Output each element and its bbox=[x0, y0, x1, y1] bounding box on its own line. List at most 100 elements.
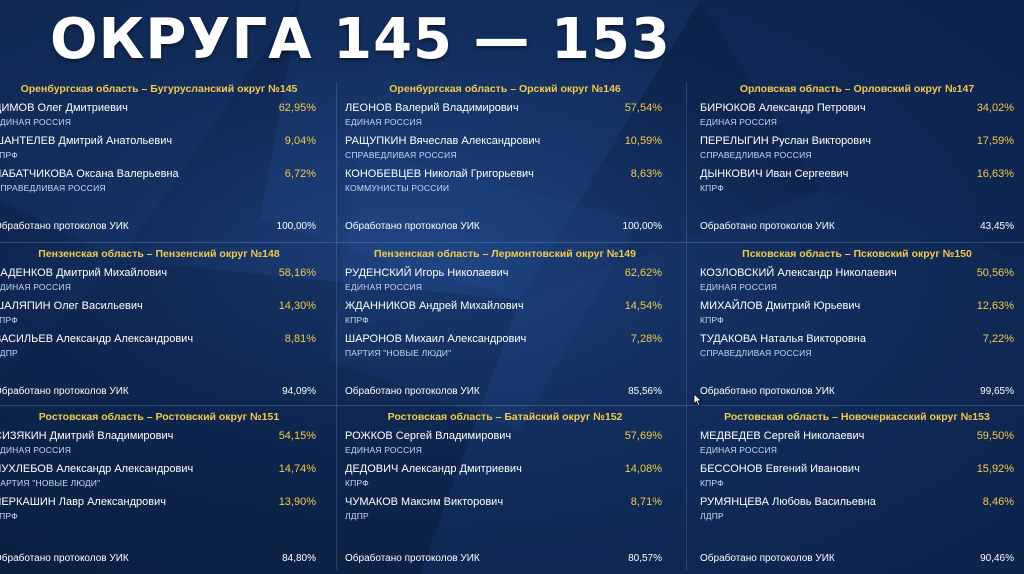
candidate-percent: 16,63% bbox=[976, 168, 1014, 180]
district-title: Оренбургская область – Орский округ №146 bbox=[389, 83, 621, 95]
candidate-name: РУМЯНЦЕВА Любовь Васильевна bbox=[700, 496, 876, 508]
candidate-name: РОЖКОВ Сергей Владимирович bbox=[345, 430, 512, 442]
candidate-row: РАЩУПКИН Вячеслав Александрович 10,59% bbox=[340, 133, 670, 149]
candidate-name: ВАСИЛЬЕВ Александр Александрович bbox=[0, 333, 194, 345]
candidate-name: КОЗЛОВСКИЙ Александр Николаевич bbox=[700, 267, 897, 279]
candidate-percent: 13,90% bbox=[278, 496, 316, 508]
candidate-percent: 8,81% bbox=[284, 333, 316, 345]
candidate-percent: 8,63% bbox=[630, 168, 662, 180]
processed-label: Обработано протоколов УИК bbox=[345, 386, 480, 397]
district-panel: Пензенская область – Пензенский округ №1… bbox=[0, 245, 324, 405]
page-title: ОКРУГА 145 — 153 bbox=[50, 7, 671, 72]
candidate-percent: 8,71% bbox=[630, 496, 662, 508]
candidate-party: ПАРТИЯ "НОВЫЕ ЛЮДИ" bbox=[0, 478, 101, 488]
processed-value: 94,09% bbox=[282, 386, 316, 397]
candidate-percent: 10,59% bbox=[624, 135, 662, 147]
candidate-row: ШАЛЯПИН Олег Васильевич 14,30% bbox=[0, 298, 324, 314]
processed-row: Обработано протоколов УИК 85,56% bbox=[340, 385, 670, 399]
candidate-row: КОЗЛОВСКИЙ Александр Николаевич 50,56% bbox=[692, 265, 1022, 281]
processed-label: Обработано протоколов УИК bbox=[0, 553, 129, 564]
candidate-party: СПРАВЕДЛИВАЯ РОССИЯ bbox=[345, 150, 457, 160]
candidate-percent: 54,15% bbox=[278, 430, 316, 442]
candidate-party: ЕДИНАЯ РОССИЯ bbox=[0, 282, 72, 292]
row-divider bbox=[0, 242, 1024, 243]
processed-value: 99,65% bbox=[980, 386, 1014, 397]
processed-value: 84,80% bbox=[282, 553, 316, 564]
candidate-party: ЛДПР bbox=[0, 348, 18, 358]
district-panel: Оренбургская область – Бугурусланский ок… bbox=[0, 80, 324, 240]
candidate-name: ШАРОНОВ Михаил Александрович bbox=[345, 333, 527, 345]
candidate-row: БИРЮКОВ Александр Петрович 34,02% bbox=[692, 100, 1022, 116]
candidate-party: КПРФ bbox=[0, 315, 18, 325]
candidate-percent: 6,72% bbox=[284, 168, 316, 180]
processed-value: 85,56% bbox=[628, 386, 662, 397]
candidate-party: ЛДПР bbox=[700, 511, 724, 521]
candidate-name: КАДЕНКОВ Дмитрий Михайлович bbox=[0, 267, 168, 279]
candidate-row: ЧЕРКАШИН Лавр Александрович 13,90% bbox=[0, 494, 324, 510]
candidate-name: ДЕДОВИЧ Александр Дмитриевич bbox=[345, 463, 522, 475]
candidate-row: ДЕДОВИЧ Александр Дмитриевич 14,08% bbox=[340, 461, 670, 477]
column-divider bbox=[336, 82, 337, 570]
candidate-name: ШАЛЯПИН Олег Васильевич bbox=[0, 300, 143, 312]
candidate-percent: 8,46% bbox=[982, 496, 1014, 508]
candidate-name: ЖДАННИКОВ Андрей Михайлович bbox=[345, 300, 524, 312]
processed-label: Обработано протоколов УИК bbox=[0, 386, 129, 397]
candidate-name: ЧАБАТЧИКОВА Оксана Валерьевна bbox=[0, 168, 179, 180]
district-panel: Пензенская область – Лермонтовский округ… bbox=[340, 245, 670, 405]
candidate-party: ЕДИНАЯ РОССИЯ bbox=[0, 445, 72, 455]
processed-label: Обработано протоколов УИК bbox=[700, 221, 835, 232]
candidate-party: КПРФ bbox=[700, 315, 724, 325]
candidate-party: КОММУНИСТЫ РОССИИ bbox=[345, 183, 450, 193]
candidate-row: ВАСИЛЬЕВ Александр Александрович 8,81% bbox=[0, 331, 324, 347]
district-panel: Псковская область – Псковский округ №150… bbox=[692, 245, 1022, 405]
district-title: Ростовская область – Новочеркасский окру… bbox=[724, 411, 990, 423]
district-title: Ростовская область – Ростовский округ №1… bbox=[38, 411, 280, 423]
candidate-party: КПРФ bbox=[700, 183, 724, 193]
column-divider bbox=[686, 82, 687, 570]
processed-label: Обработано протоколов УИК bbox=[700, 386, 835, 397]
candidate-percent: 14,08% bbox=[624, 463, 662, 475]
candidate-name: РУДЕНСКИЙ Игорь Николаевич bbox=[345, 267, 509, 279]
processed-row: Обработано протоколов УИК 99,65% bbox=[692, 385, 1022, 399]
candidate-name: КОНОБЕВЦЕВ Николай Григорьевич bbox=[345, 168, 534, 180]
processed-value: 100,00% bbox=[622, 221, 662, 232]
processed-label: Обработано протоколов УИК bbox=[0, 221, 129, 232]
processed-row: Обработано протоколов УИК 84,80% bbox=[0, 552, 324, 566]
candidate-party: СПРАВЕДЛИВАЯ РОССИЯ bbox=[700, 348, 812, 358]
district-panel: Ростовская область – Батайский округ №15… bbox=[340, 408, 670, 572]
district-panel: Оренбургская область – Орский округ №146… bbox=[340, 80, 670, 240]
processed-value: 43,45% bbox=[980, 221, 1014, 232]
candidate-row: КАДЕНКОВ Дмитрий Михайлович 58,16% bbox=[0, 265, 324, 281]
processed-row: Обработано протоколов УИК 80,57% bbox=[340, 552, 670, 566]
processed-value: 100,00% bbox=[276, 221, 316, 232]
candidate-name: ПЕРЕЛЫГИН Руслан Викторович bbox=[700, 135, 872, 147]
candidate-percent: 14,30% bbox=[278, 300, 316, 312]
candidate-percent: 62,95% bbox=[278, 102, 316, 114]
candidate-party: ПАРТИЯ "НОВЫЕ ЛЮДИ" bbox=[345, 348, 452, 358]
candidate-party: ЕДИНАЯ РОССИЯ bbox=[345, 117, 423, 127]
district-panel: Ростовская область – Ростовский округ №1… bbox=[0, 408, 324, 572]
candidate-row: ЛЕОНОВ Валерий Владимирович 57,54% bbox=[340, 100, 670, 116]
candidate-row: ПЕРЕЛЫГИН Руслан Викторович 17,59% bbox=[692, 133, 1022, 149]
mouse-pointer-icon bbox=[693, 393, 703, 407]
candidate-percent: 59,50% bbox=[976, 430, 1014, 442]
candidate-row: ЖДАННИКОВ Андрей Михайлович 14,54% bbox=[340, 298, 670, 314]
candidate-row: ШАНТЕЛЕВ Дмитрий Анатольевич 9,04% bbox=[0, 133, 324, 149]
candidate-percent: 7,28% bbox=[630, 333, 662, 345]
candidate-percent: 7,22% bbox=[982, 333, 1014, 345]
district-title: Орловская область – Орловский округ №147 bbox=[739, 83, 975, 95]
candidate-party: ЕДИНАЯ РОССИЯ bbox=[0, 117, 72, 127]
district-panel: Орловская область – Орловский округ №147… bbox=[692, 80, 1022, 240]
candidate-percent: 14,74% bbox=[278, 463, 316, 475]
candidate-name: БЕССОНОВ Евгений Иванович bbox=[700, 463, 860, 475]
candidate-percent: 57,69% bbox=[624, 430, 662, 442]
district-title: Оренбургская область – Бугурусланский ок… bbox=[20, 83, 298, 95]
candidate-name: ШАНТЕЛЕВ Дмитрий Анатольевич bbox=[0, 135, 173, 147]
district-title: Псковская область – Псковский округ №150 bbox=[742, 248, 972, 260]
candidate-percent: 58,16% bbox=[278, 267, 316, 279]
candidate-name: ТУДАКОВА Наталья Викторовна bbox=[700, 333, 866, 345]
candidate-row: ЧАБАТЧИКОВА Оксана Валерьевна 6,72% bbox=[0, 166, 324, 182]
row-divider bbox=[0, 405, 1024, 406]
candidate-row: ДЫНКОВИЧ Иван Сергеевич 16,63% bbox=[692, 166, 1022, 182]
district-title: Ростовская область – Батайский округ №15… bbox=[387, 411, 623, 423]
